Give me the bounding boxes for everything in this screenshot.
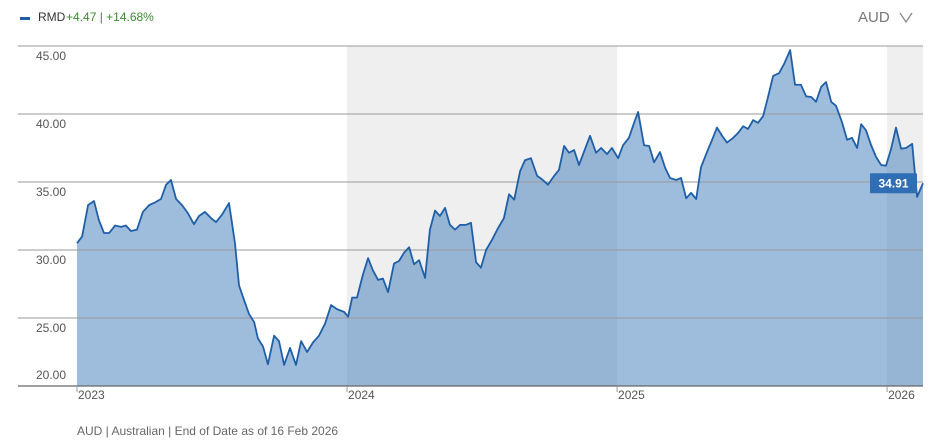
y-tick-label: 40.00 [36, 117, 66, 131]
y-tick-label: 20.00 [36, 368, 66, 382]
legend-label: RMD [38, 10, 66, 24]
legend-swatch [20, 17, 30, 20]
dropdown-chevron[interactable] [899, 12, 913, 24]
plot [18, 45, 924, 387]
x-tick-label: 2023 [78, 388, 105, 402]
footnote: AUD | Australian | End of Date as of 16 … [77, 424, 338, 438]
currency-selector[interactable]: AUD [858, 9, 913, 26]
currency-label[interactable]: AUD [858, 9, 890, 26]
last-value-box [870, 173, 917, 194]
price-line [76, 49, 924, 366]
x-tick-label: 2025 [618, 388, 645, 402]
y-tick-label: 35.00 [36, 185, 66, 199]
x-tick-label: 2024 [348, 388, 375, 402]
y-tick-label: 45.00 [36, 49, 66, 63]
x-tick-label: 2026 [888, 388, 915, 402]
y-tick-label: 25.00 [36, 321, 66, 335]
change-label: +4.47 | +14.68% [66, 10, 154, 24]
y-tick-label: 30.00 [36, 253, 66, 267]
area [77, 50, 923, 386]
last-value-label: 34.91 [878, 176, 908, 190]
